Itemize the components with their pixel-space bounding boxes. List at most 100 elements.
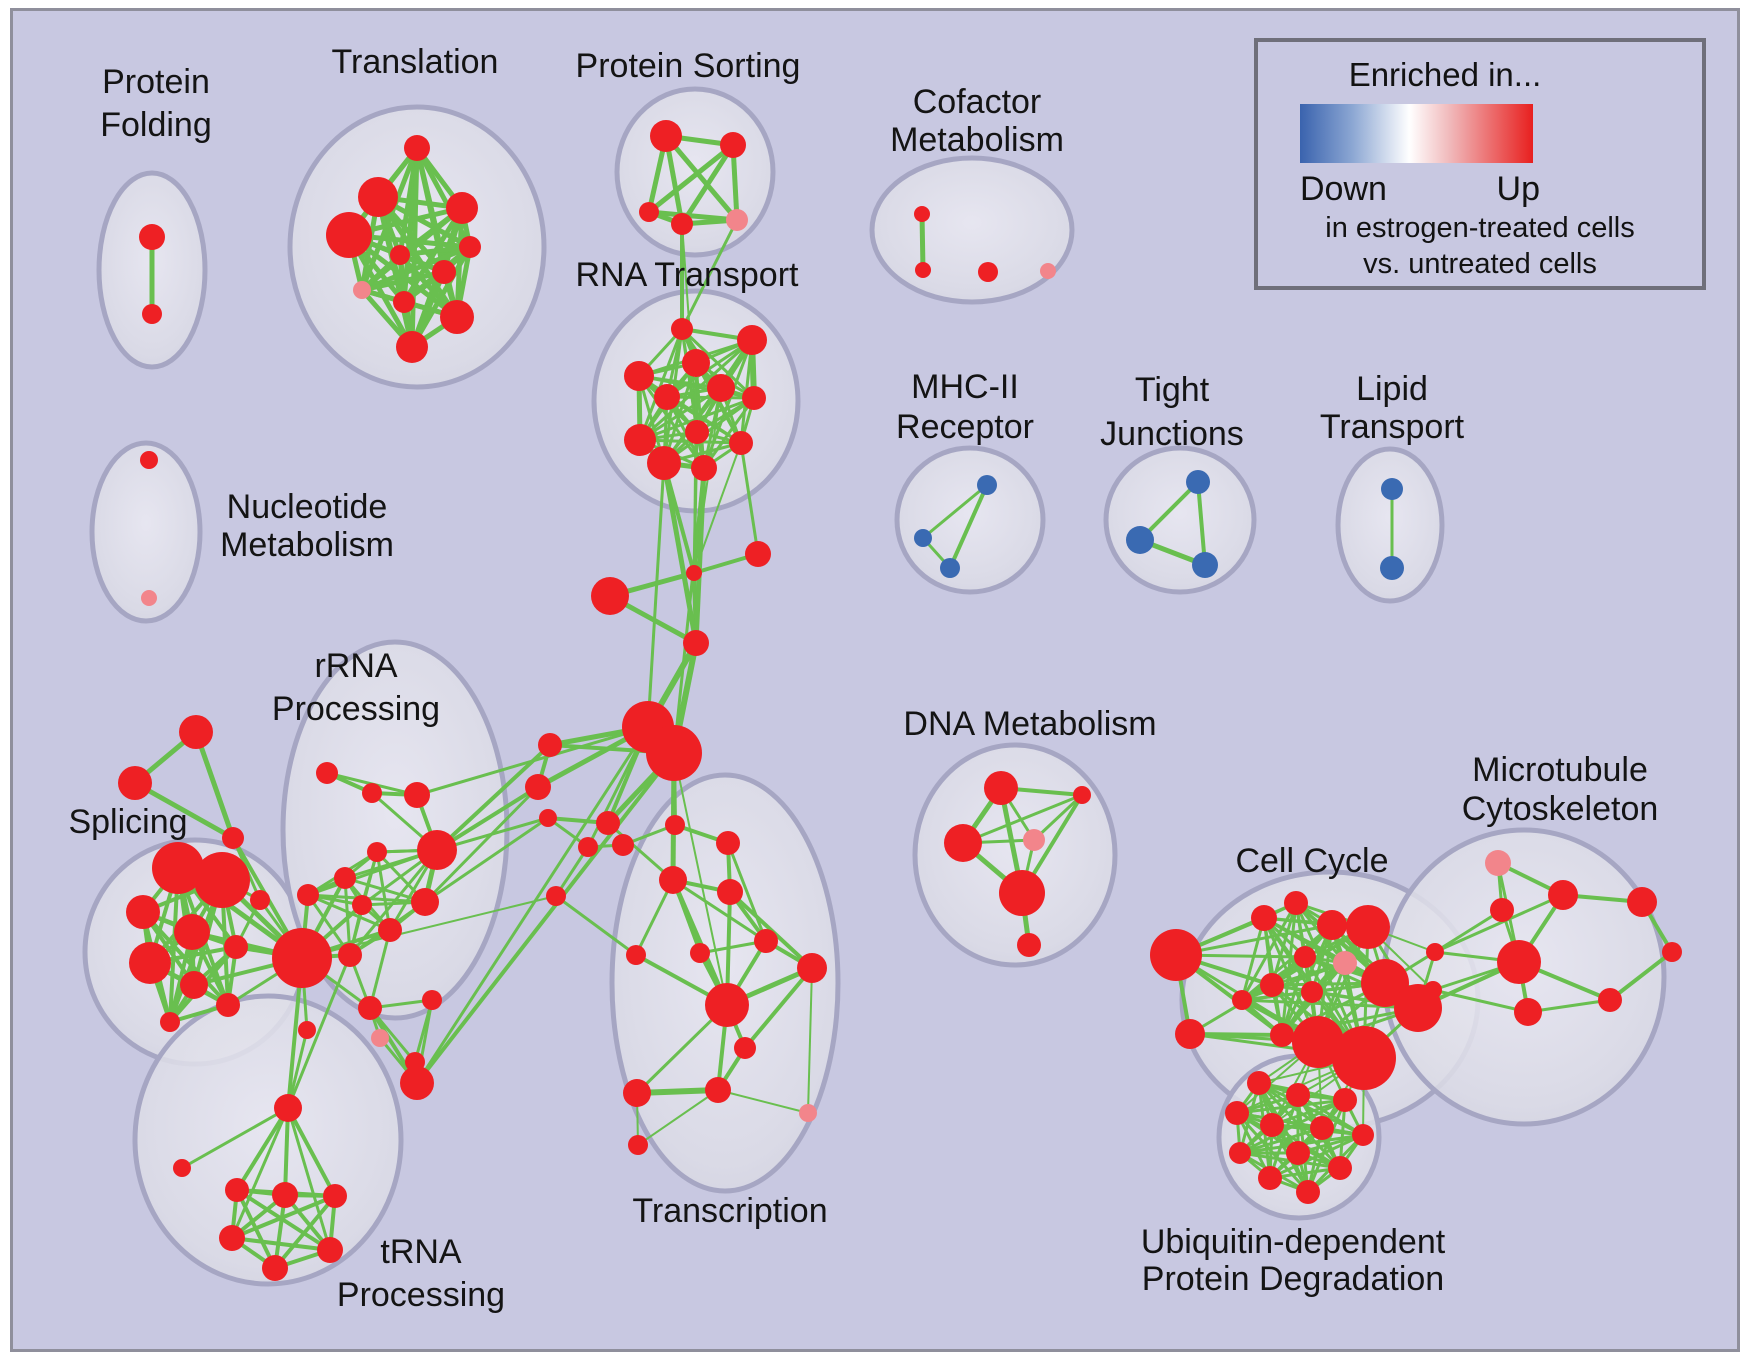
node [142, 304, 162, 324]
node [999, 870, 1045, 916]
edge [399, 244, 471, 258]
node [297, 884, 319, 906]
node [646, 725, 702, 781]
cluster-label-protein-folding: Protein Folding [100, 63, 212, 144]
node [1073, 786, 1091, 804]
node-layer [118, 120, 1682, 1281]
node [1175, 1019, 1205, 1049]
edge [1196, 481, 1207, 566]
node [623, 1079, 651, 1107]
node [639, 202, 659, 222]
edge [666, 395, 755, 400]
node [734, 1037, 756, 1059]
node [139, 224, 165, 250]
node [440, 300, 474, 334]
edge [922, 483, 988, 540]
node [1662, 942, 1682, 962]
node [411, 888, 439, 916]
edge [661, 462, 699, 644]
node [705, 1077, 731, 1103]
node [140, 451, 158, 469]
legend-caption-line1: in estrogen-treated cells [1325, 212, 1635, 244]
edge [1189, 983, 1273, 1036]
node [1192, 552, 1218, 578]
node [1270, 1023, 1294, 1047]
node [914, 206, 930, 222]
cluster-ellipse-lipid-transport [1335, 446, 1445, 604]
edge [739, 442, 760, 555]
node [659, 866, 687, 894]
node [352, 895, 372, 915]
node [179, 715, 213, 749]
node [624, 361, 654, 391]
cluster-label-protein-sorting: Protein Sorting [576, 47, 801, 85]
node [1381, 478, 1403, 500]
node [316, 762, 338, 784]
cluster-label-translation: Translation [332, 43, 499, 81]
node [272, 1182, 298, 1208]
node [180, 971, 208, 999]
node [1260, 1113, 1284, 1137]
node [404, 135, 430, 161]
edge [1258, 1081, 1364, 1137]
cluster-label-microtubule-cytoskeleton: Microtubule Cytoskeleton [1462, 751, 1659, 828]
node [1040, 263, 1056, 279]
node [539, 809, 557, 827]
edge [415, 726, 650, 1084]
cluster-label-mhc-ii-receptor: MHC-II Receptor [896, 368, 1034, 446]
cluster-ellipse-cofactor-metabolism [869, 155, 1075, 305]
node [671, 213, 693, 235]
legend-down-label: Down [1300, 170, 1387, 208]
edge [286, 954, 352, 1109]
node [978, 262, 998, 282]
node [1333, 951, 1357, 975]
node [1332, 1026, 1396, 1090]
edge [717, 1089, 809, 1114]
node [726, 209, 748, 231]
node [1361, 959, 1409, 1007]
node [1258, 1166, 1282, 1190]
cluster-label-trna-processing: tRNA Processing [337, 1233, 505, 1314]
node [126, 895, 160, 929]
node [525, 774, 551, 800]
node [1286, 1083, 1310, 1107]
edge [673, 752, 728, 1006]
node [358, 996, 382, 1020]
node [250, 890, 270, 910]
cluster-label-ubiquitin-protein-degradation: Ubiquitin-dependent Protein Degradation [1141, 1223, 1446, 1298]
node [624, 424, 656, 456]
cluster-label-lipid-transport: Lipid Transport [1320, 370, 1465, 446]
node [754, 929, 778, 953]
node [393, 291, 415, 313]
cluster-label-nucleotide-metabolism: Nucleotide Metabolism [220, 488, 394, 564]
edge [919, 213, 926, 271]
node [1251, 905, 1277, 931]
edge [637, 1089, 719, 1146]
edge [679, 143, 736, 226]
label-layer: Protein Folding Translation Protein Sorting… [68, 43, 1658, 1314]
node [915, 262, 931, 278]
node [1294, 946, 1316, 968]
node [274, 1094, 302, 1122]
edge [416, 725, 649, 797]
node [977, 475, 997, 495]
cluster-label-cofactor-metabolism: Cofactor Metabolism [890, 83, 1064, 159]
node [578, 837, 598, 857]
node [797, 953, 827, 983]
node [940, 558, 960, 578]
node [1598, 988, 1622, 1012]
node [914, 529, 932, 547]
node [1333, 1088, 1357, 1112]
node [591, 577, 629, 615]
legend-gradient-bar [1300, 104, 1533, 163]
node [665, 815, 685, 835]
node [546, 886, 566, 906]
node [432, 260, 456, 284]
node [334, 867, 356, 889]
node [358, 177, 398, 217]
node [224, 935, 248, 959]
node [1017, 933, 1041, 957]
edge [672, 467, 706, 754]
node [118, 766, 152, 800]
